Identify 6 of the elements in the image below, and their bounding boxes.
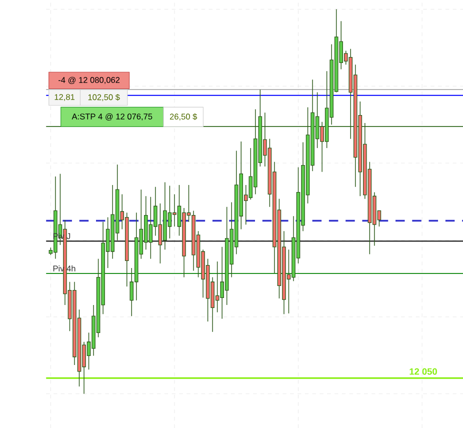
annotation: -4 @ 12 080,062 <box>58 76 120 84</box>
annotation: 102,50 $ <box>88 94 120 102</box>
annotation: 12,81 <box>54 94 74 101</box>
text: 12 050 <box>410 368 437 375</box>
annotation: A:STP 4 @ 12 076,75 <box>72 113 152 120</box>
annotation: 26,50 $ <box>170 113 198 121</box>
